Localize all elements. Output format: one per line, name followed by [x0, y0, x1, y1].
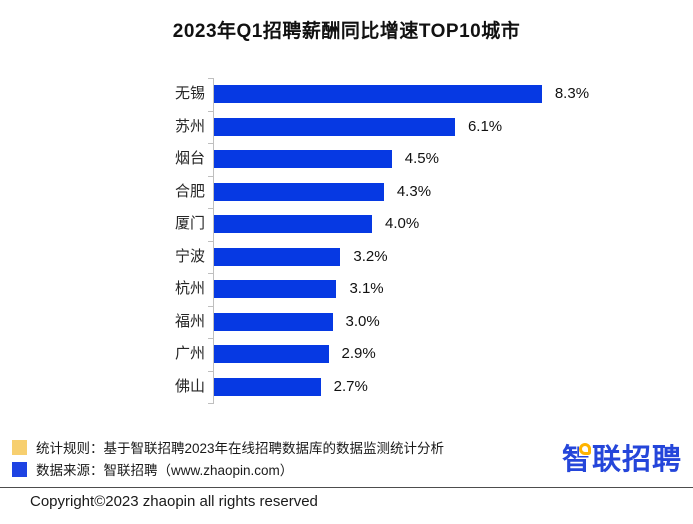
bar [214, 247, 341, 266]
legend-rules-text: 统计规则：基于智联招聘2023年在线招聘数据库的数据监测统计分析 [36, 441, 445, 456]
logo-char-zhi: 智 [561, 442, 592, 476]
value-label: 2.7% [333, 377, 368, 395]
axis-tick [208, 305, 213, 307]
bar [214, 85, 542, 103]
axis-tick [208, 208, 213, 209]
axis-tick [208, 338, 213, 339]
bar [214, 215, 372, 233]
bar [214, 312, 333, 331]
category-label: 合肥 [174, 182, 205, 200]
bar-row: 合肥 4.3% [0, 176, 693, 209]
category-label: 广州 [174, 345, 205, 362]
blue-square-marker [12, 461, 27, 477]
category-label: 苏州 [174, 117, 205, 135]
bar-row: 福州 3.0% [0, 306, 693, 339]
bar [214, 345, 329, 363]
bar [214, 280, 337, 298]
axis-tick [208, 403, 213, 404]
footer-divider [0, 487, 693, 488]
bar-row: 烟台 4.5% [0, 143, 693, 176]
yellow-square-marker [12, 439, 27, 455]
value-label: 6.1% [467, 117, 503, 135]
category-label: 福州 [174, 312, 205, 330]
zhaopin-logo: 智 联招聘 [562, 440, 682, 480]
axis-tick [208, 175, 213, 177]
axis-tick [208, 143, 213, 144]
value-label: 3.1% [349, 280, 384, 297]
bar-row: 佛山 2.7% [0, 371, 693, 404]
bar-row: 宁波 3.2% [0, 241, 693, 274]
value-label: 4.5% [404, 150, 439, 167]
copyright-text: Copyright©2023 zhaopin all rights reserv… [30, 493, 318, 510]
bar [214, 377, 321, 396]
value-label: 3.0% [345, 312, 380, 330]
bar-row: 杭州 3.1% [0, 273, 693, 306]
bar [214, 182, 384, 201]
bar-row: 无锡 8.3% [0, 78, 693, 111]
value-label: 8.3% [554, 85, 590, 102]
axis-tick [208, 110, 213, 112]
value-label: 4.0% [385, 215, 420, 232]
logo-text: 联招聘 [591, 444, 682, 476]
bar [214, 117, 455, 136]
chart-title: 2023年Q1招聘薪酬同比增速TOP10城市 [172, 21, 521, 42]
axis-tick [208, 240, 213, 242]
axis-tick [208, 78, 213, 79]
category-label: 宁波 [174, 247, 205, 265]
bar-row: 苏州 6.1% [0, 111, 693, 144]
axis-tick [208, 370, 213, 372]
legend: 统计规则：基于智联招聘2023年在线招聘数据库的数据监测统计分析 数据来源：智联… [12, 436, 444, 480]
value-label: 3.2% [353, 247, 388, 265]
axis-tick [208, 273, 213, 274]
value-label: 4.3% [396, 182, 432, 200]
category-label: 佛山 [174, 377, 205, 395]
bar-row: 厦门 4.0% [0, 208, 693, 241]
y-axis-line [213, 78, 214, 404]
legend-source-text: 数据来源：智联招聘（www.zhaopin.com） [36, 463, 294, 478]
category-label: 无锡 [174, 85, 205, 102]
bar-chart: 无锡 8.3% 苏州 6.1% 烟台 4.5% 合肥 4.3% 厦门 4.0% 宁波 3.2% 杭州 3.… [0, 78, 693, 404]
category-label: 杭州 [174, 280, 205, 297]
category-label: 烟台 [174, 150, 205, 167]
bar-row: 广州 2.9% [0, 338, 693, 371]
bar [214, 150, 392, 168]
value-label: 2.9% [341, 345, 376, 362]
category-label: 厦门 [174, 215, 205, 232]
legend-row-rules: 统计规则：基于智联招聘2023年在线招聘数据库的数据监测统计分析 [12, 436, 444, 458]
legend-row-source: 数据来源：智联招聘（www.zhaopin.com） [12, 458, 444, 480]
logo-yellow-accent-icon [578, 442, 592, 456]
